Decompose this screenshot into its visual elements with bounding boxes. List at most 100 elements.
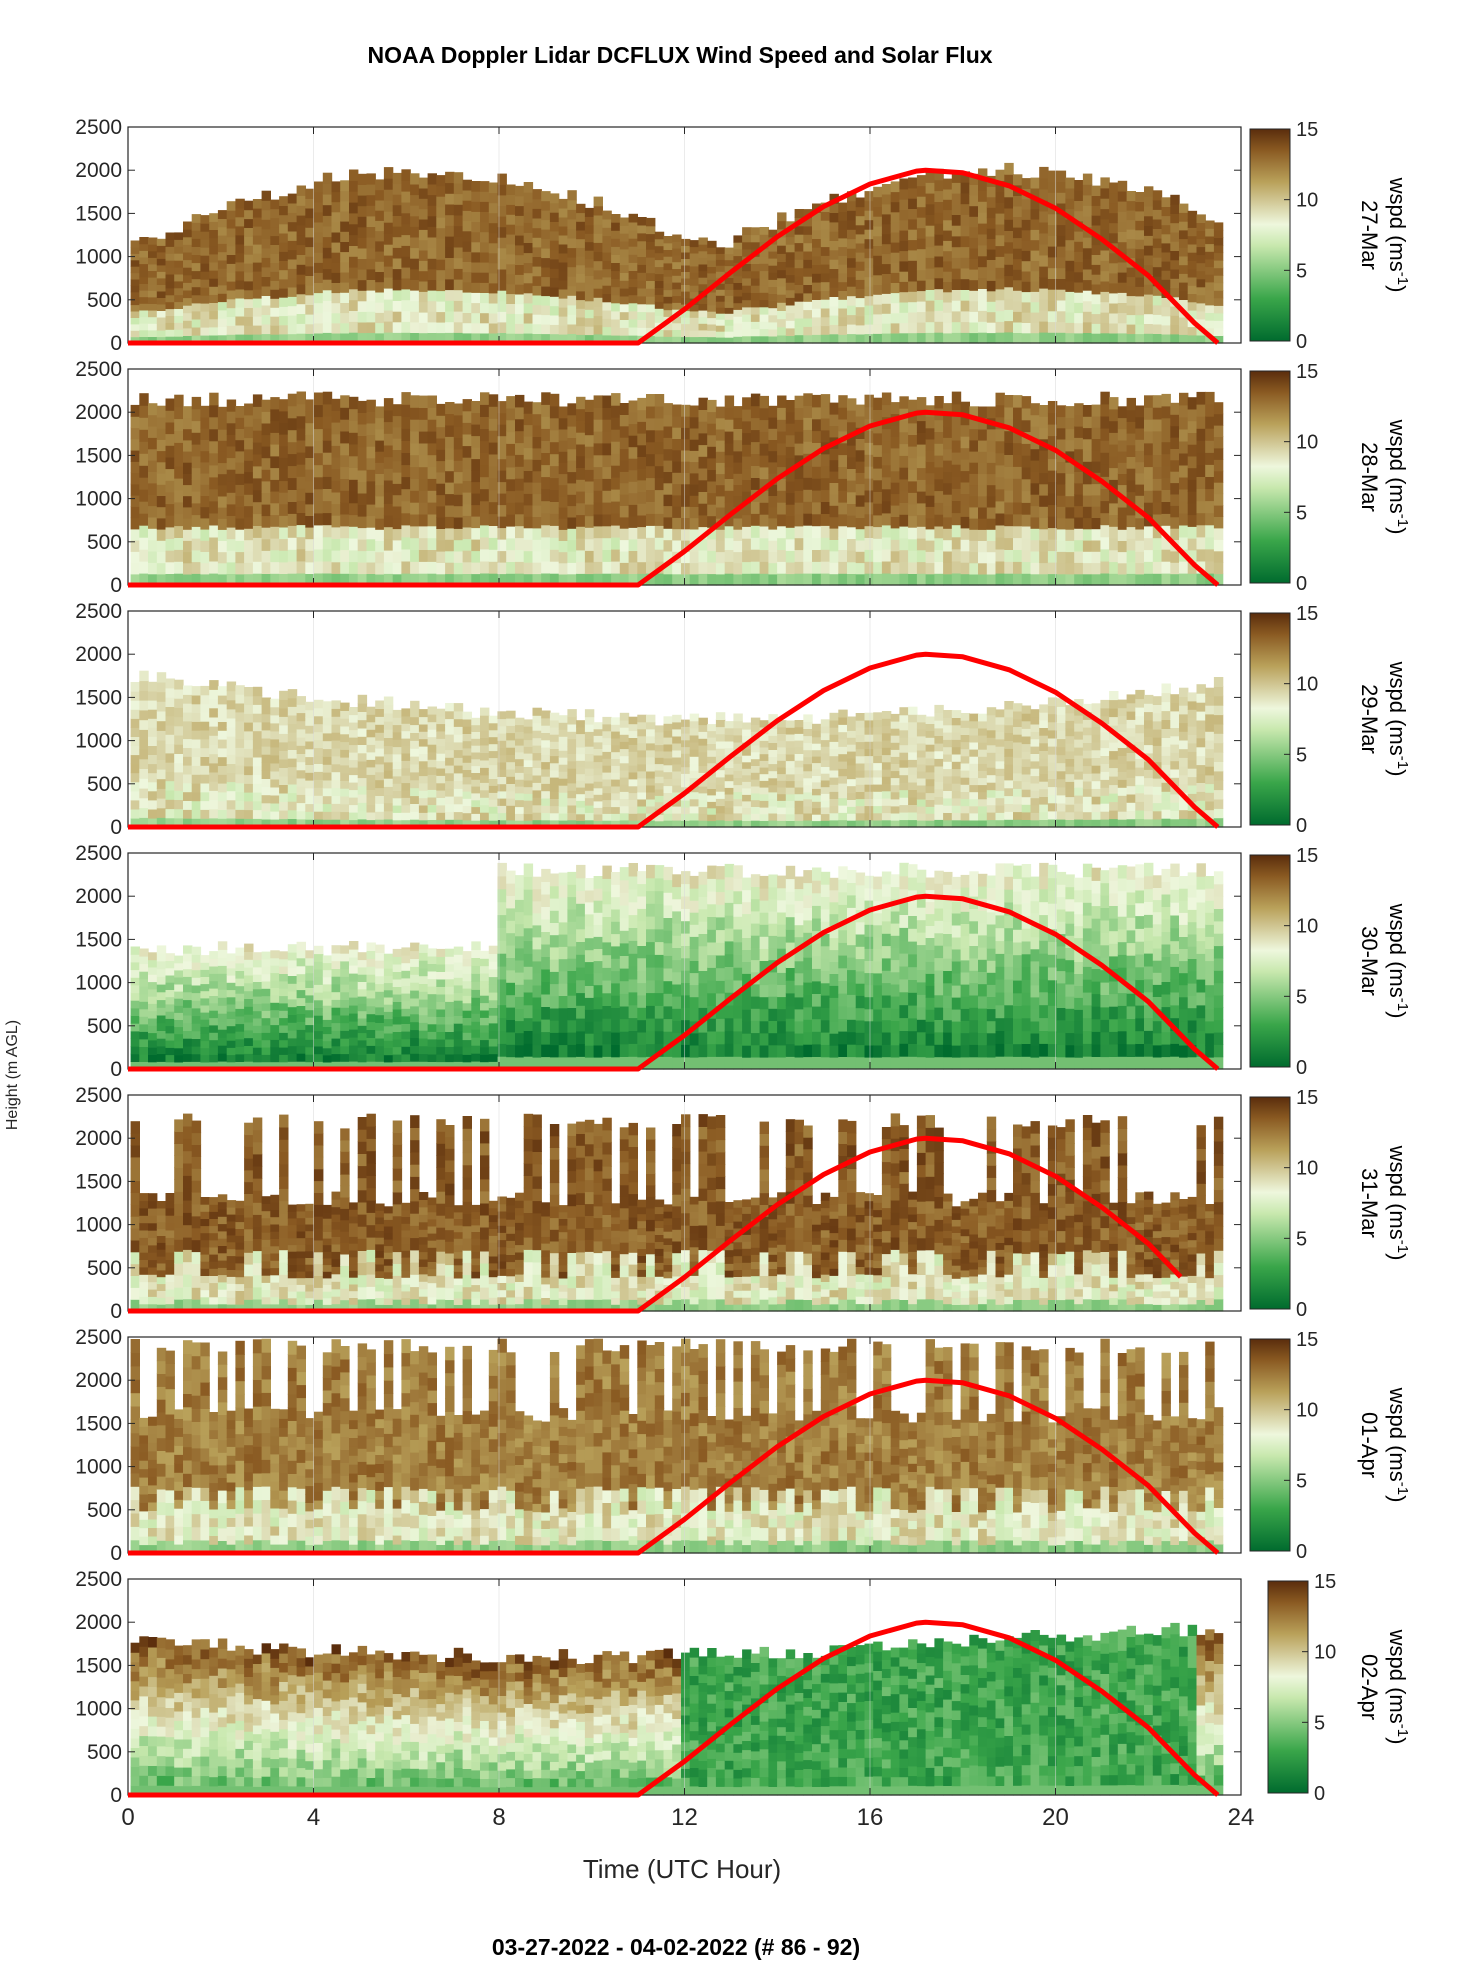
- heatmap-cell: [252, 235, 263, 245]
- heatmap-cell: [794, 466, 804, 480]
- heatmap-cell: [410, 525, 420, 539]
- heatmap-cell: [200, 517, 210, 530]
- heatmap-cell: [436, 206, 446, 218]
- heatmap-cell: [462, 776, 472, 785]
- heatmap-cell: [1082, 184, 1093, 196]
- heatmap-cell: [270, 244, 280, 254]
- heatmap-cell: [436, 175, 446, 187]
- heatmap-cell: [453, 268, 464, 280]
- heatmap-cell: [148, 494, 158, 507]
- heatmap-cell: [209, 302, 219, 312]
- heatmap-cell: [130, 736, 140, 747]
- heatmap-cell: [314, 232, 324, 243]
- heatmap-cell: [602, 431, 612, 444]
- heatmap-cell: [916, 491, 927, 504]
- heatmap-cell: [593, 407, 603, 420]
- heatmap-cell: [156, 264, 167, 272]
- heatmap-cell: [383, 332, 394, 344]
- heatmap-cell: [200, 694, 210, 705]
- heatmap-cell: [969, 573, 979, 586]
- heatmap-cell: [549, 798, 560, 807]
- heatmap-cell: [812, 501, 822, 515]
- heatmap-cell: [1161, 513, 1171, 526]
- heatmap-cell: [1074, 190, 1084, 201]
- heatmap-cell: [1196, 524, 1206, 538]
- heatmap-cell: [838, 334, 848, 344]
- heatmap-cell: [681, 506, 691, 518]
- heatmap-cell: [1144, 502, 1154, 515]
- heatmap-cell: [445, 734, 455, 743]
- heatmap-cell: [532, 730, 542, 739]
- heatmap-cell: [698, 456, 708, 469]
- heatmap-cell: [296, 244, 306, 255]
- heatmap-cell: [532, 266, 542, 277]
- heatmap-cell: [558, 316, 569, 326]
- heatmap-cell: [226, 727, 237, 737]
- heatmap-cell: [418, 797, 429, 806]
- heatmap-cell: [759, 514, 769, 527]
- heatmap-cell: [287, 296, 298, 307]
- heatmap-cell: [392, 812, 403, 821]
- heatmap-cell: [270, 479, 280, 492]
- heatmap-cell: [366, 492, 376, 505]
- heatmap-cell: [1109, 252, 1119, 264]
- heatmap-cell: [925, 461, 935, 474]
- heatmap-cell: [261, 713, 271, 723]
- heatmap-cell: [1152, 323, 1163, 334]
- heatmap-cell: [130, 790, 140, 801]
- heatmap-cell: [1117, 201, 1128, 212]
- heatmap-cell: [890, 191, 901, 203]
- heatmap-cell: [488, 182, 499, 194]
- heatmap-cell: [410, 442, 420, 456]
- heatmap-cell: [217, 226, 228, 236]
- heatmap-cell: [139, 296, 149, 304]
- heatmap-cell: [995, 213, 1005, 225]
- heatmap-cell: [523, 292, 534, 304]
- heatmap-cell: [576, 753, 586, 761]
- heatmap-cell: [322, 572, 333, 586]
- heatmap-cell: [506, 234, 516, 245]
- heatmap-cell: [436, 449, 446, 462]
- heatmap-cell: [1126, 468, 1136, 481]
- heatmap-cell: [829, 414, 839, 426]
- heatmap-cell: [1213, 539, 1224, 552]
- heatmap-cell: [174, 287, 184, 296]
- heatmap-cell: [183, 267, 193, 276]
- heatmap-cell: [864, 442, 874, 455]
- heatmap-cell: [864, 466, 874, 479]
- heatmap-cell: [217, 309, 228, 319]
- heatmap-cell: [1109, 561, 1119, 574]
- heatmap-cell: [209, 573, 219, 586]
- heatmap-cell: [890, 436, 901, 449]
- heatmap-cell: [322, 772, 333, 781]
- heatmap-cell: [488, 465, 499, 479]
- heatmap-cell: [130, 285, 140, 293]
- heatmap-cell: [951, 488, 962, 501]
- heatmap-cell: [331, 503, 341, 516]
- heatmap-cell: [558, 813, 569, 821]
- heatmap-cell: [331, 433, 341, 446]
- heatmap-cell: [1205, 312, 1215, 321]
- heatmap-cell: [899, 396, 909, 409]
- heatmap-cell: [139, 417, 149, 430]
- heatmap-cell: [733, 529, 743, 541]
- heatmap-cell: [1100, 512, 1110, 526]
- heatmap-cell: [549, 805, 560, 814]
- heatmap-cell: [881, 476, 892, 490]
- heatmap-cell: [1030, 301, 1040, 313]
- heatmap-cell: [156, 817, 167, 828]
- heatmap-cell: [794, 234, 804, 244]
- heatmap-cell: [445, 710, 455, 720]
- heatmap-cell: [453, 311, 464, 323]
- heatmap-cell: [847, 200, 857, 211]
- heatmap-cell: [584, 768, 595, 777]
- heatmap-cell: [794, 267, 804, 277]
- heatmap-cell: [1135, 333, 1145, 344]
- heatmap-cell: [558, 551, 569, 564]
- heatmap-cell: [383, 288, 394, 300]
- heatmap-cell: [401, 299, 411, 312]
- heatmap-cell: [724, 259, 735, 267]
- heatmap-cell: [602, 442, 612, 456]
- heatmap-cell: [602, 318, 612, 328]
- heatmap-cell: [829, 212, 839, 223]
